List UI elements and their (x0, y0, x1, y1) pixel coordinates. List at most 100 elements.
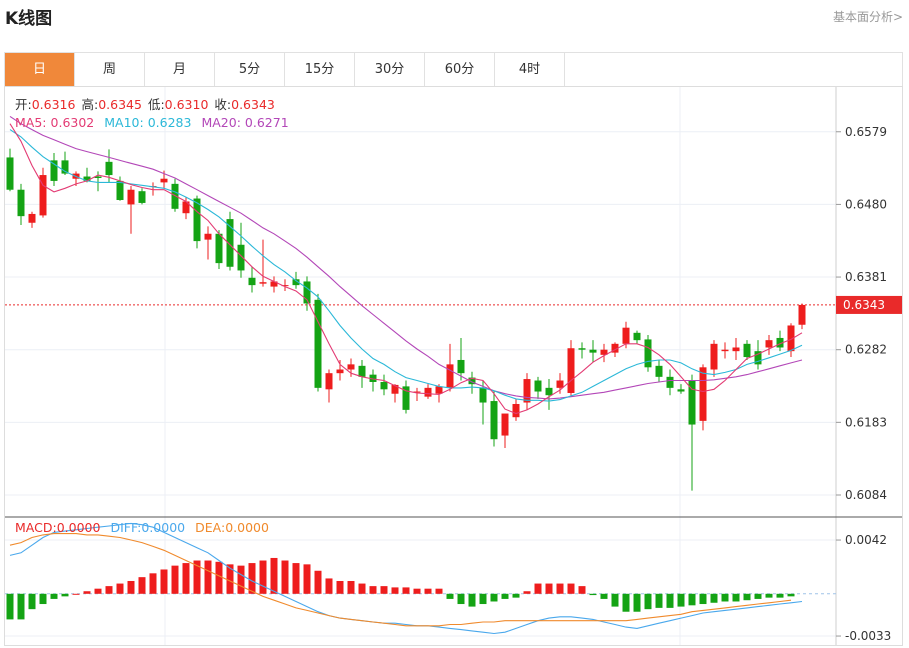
diff-line (9, 522, 803, 635)
candles (6, 148, 806, 491)
last-price-label: 0.6343 (843, 298, 885, 312)
candle-up (611, 343, 619, 353)
candle-down (303, 281, 311, 304)
candle-up (336, 369, 344, 374)
macd-bar (523, 591, 531, 594)
candle-down (61, 160, 69, 174)
candle-up (787, 325, 795, 352)
macd-bar (754, 593, 762, 599)
moving-averages (9, 115, 803, 415)
macd-bar (512, 593, 520, 598)
macd-bar (248, 563, 256, 594)
candle-up (270, 281, 278, 287)
candle-up (391, 384, 399, 394)
macd-bar (435, 588, 443, 594)
tab-week[interactable]: 周 (75, 53, 145, 86)
macd-tick-label: -0.0033 (845, 629, 891, 643)
macd-bar (765, 593, 773, 598)
macd-bar (457, 593, 465, 605)
macd-bar (699, 593, 707, 605)
candle-up (765, 340, 773, 348)
tab-5min[interactable]: 5分 (215, 53, 285, 86)
macd-bar (358, 583, 366, 594)
candle-down (138, 191, 146, 203)
tab-15min[interactable]: 15分 (285, 53, 355, 86)
ma5-legend-value: 0.6302 (51, 115, 95, 130)
tab-4hour[interactable]: 4时 (495, 53, 565, 86)
candle-down (655, 365, 663, 377)
macd-bar (325, 578, 333, 594)
candle-up (413, 391, 421, 393)
diff-legend-value: 0.0000 (141, 520, 185, 535)
macd-bar (347, 581, 355, 594)
candle-down (468, 377, 476, 385)
macd-bar (314, 570, 322, 594)
candle-down (545, 387, 553, 396)
macd-bar (479, 593, 487, 605)
macd-bar (446, 593, 454, 599)
candle-up (347, 364, 355, 370)
macd-lines (9, 522, 803, 635)
macd-bar (6, 593, 14, 620)
macd-bar (193, 560, 201, 594)
macd-bar (105, 586, 113, 594)
candle-up (259, 282, 267, 284)
macd-bar (743, 593, 751, 601)
macd-bar (468, 593, 476, 607)
macd-bar (622, 593, 630, 612)
candle-down (50, 160, 58, 181)
macd-bar (721, 593, 729, 602)
macd-bar (710, 593, 718, 603)
tab-30min[interactable]: 30分 (355, 53, 425, 86)
candle-down (292, 279, 300, 286)
fundamental-analysis-link[interactable]: 基本面分析> (832, 10, 903, 24)
macd-bar (655, 593, 663, 608)
candle-down (677, 389, 685, 392)
tab-day[interactable]: 日 (5, 53, 75, 86)
candle-down (457, 359, 465, 374)
legends: 开:0.6316 高:0.6345 低:0.6310 收:0.6343 MA5: 0.6… (15, 97, 289, 535)
macd-bar (61, 593, 69, 597)
macd-bar (424, 588, 432, 594)
candle-down (776, 337, 784, 348)
chart-container: 0.6579 0.6480 0.6381 0.6282 0.6183 0.6084 0.00… (4, 86, 903, 646)
candle-down (17, 189, 25, 217)
macd-tick-label: 0.0042 (845, 533, 887, 547)
macd-bar (50, 593, 58, 599)
period-tabs: 日 周 月 5分 15分 30分 60分 4时 (4, 52, 903, 86)
ma5-line (9, 123, 803, 415)
candle-down (589, 349, 597, 353)
price-tick-label: 0.6381 (845, 270, 887, 284)
candle-down (358, 365, 366, 377)
price-tick-label: 0.6480 (845, 197, 887, 211)
macd-bar (116, 583, 124, 594)
macd-bar (127, 581, 135, 594)
candle-down (644, 339, 652, 368)
candlestick-chart[interactable]: 0.6579 0.6480 0.6381 0.6282 0.6183 0.6084 0.00… (5, 87, 902, 645)
page-header: K线图 基本面分析> (0, 0, 909, 34)
candle-up (556, 380, 564, 388)
macd-bar (39, 593, 47, 605)
candle-down (490, 401, 498, 440)
macd-bar (226, 564, 234, 594)
candle-down (402, 386, 410, 410)
ma5-legend-label: MA5: (15, 115, 47, 130)
macd-legend-value: 0.0000 (57, 520, 101, 535)
macd-bar (336, 581, 344, 594)
open-label: 开: (15, 97, 32, 112)
ma20-legend-label: MA20: (201, 115, 240, 130)
tab-month[interactable]: 月 (145, 53, 215, 86)
macd-bar (149, 573, 157, 594)
macd-bar (611, 593, 619, 607)
tab-60min[interactable]: 60分 (425, 53, 495, 86)
macd-bar (644, 593, 652, 610)
macd-bar (490, 593, 498, 602)
dea-legend-value: 0.0000 (225, 520, 269, 535)
ma10-legend-value: 0.6283 (148, 115, 192, 130)
candle-down (743, 343, 751, 358)
candle-up (732, 347, 740, 352)
candle-down (688, 380, 696, 425)
macd-bar (380, 586, 388, 594)
